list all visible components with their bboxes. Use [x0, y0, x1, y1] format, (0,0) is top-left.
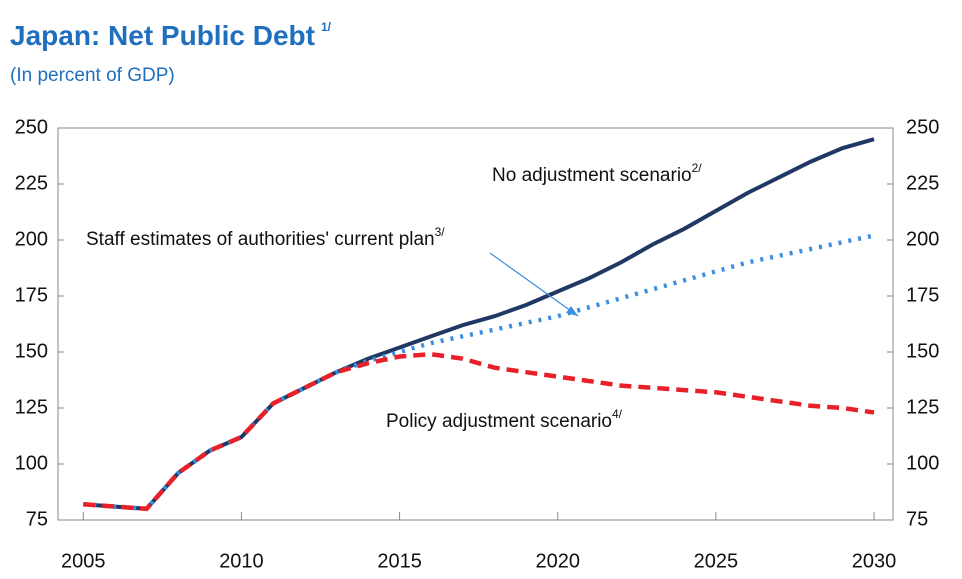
y-tick-label: 175 — [15, 284, 48, 306]
series-line — [83, 233, 875, 512]
annotation-text: No adjustment scenario — [492, 165, 692, 186]
annotation: Policy adjustment scenario4/ — [386, 407, 623, 432]
plot-frame — [57, 127, 894, 521]
title-sup: 1/ — [321, 20, 332, 34]
x-tick-label: 2020 — [535, 550, 580, 572]
series-line — [83, 351, 875, 512]
y-tick-label: 225 — [15, 172, 48, 194]
annotation: No adjustment scenario2/ — [492, 161, 702, 186]
y2-tick-label: 150 — [906, 340, 939, 362]
y-tick-label: 150 — [15, 340, 48, 362]
annotation-sup: 4/ — [612, 407, 623, 421]
annotation: Staff estimates of authorities' current … — [86, 225, 445, 250]
annotation-text: Staff estimates of authorities' current … — [86, 229, 435, 250]
annotation-arrow — [489, 252, 579, 317]
y-tick-label: 200 — [15, 228, 48, 250]
y2-tick-label: 225 — [906, 172, 939, 194]
y2-tick-label: 200 — [906, 228, 939, 250]
annotation-sup: 2/ — [692, 161, 703, 175]
y2-tick-label: 100 — [906, 452, 939, 474]
title-text: Japan: Net Public Debt — [10, 20, 315, 51]
series-line — [83, 137, 875, 511]
y2-tick-label: 75 — [906, 508, 928, 530]
chart-title: Japan: Net Public Debt 1/ — [10, 20, 332, 51]
arrow-head — [566, 306, 578, 316]
y2-tick-label: 250 — [906, 116, 939, 138]
x-tick-label: 2030 — [852, 550, 897, 572]
y-tick-label: 100 — [15, 452, 48, 474]
x-tick-label: 2005 — [61, 550, 106, 572]
y2-tick-label: 175 — [906, 284, 939, 306]
y-tick-label: 75 — [26, 508, 48, 530]
annotation-sup: 3/ — [435, 225, 446, 239]
y-tick-label: 250 — [15, 116, 48, 138]
x-tick-label: 2015 — [377, 550, 422, 572]
plot — [83, 137, 875, 512]
x-tick-label: 2010 — [219, 550, 264, 572]
x-tick-label: 2025 — [694, 550, 739, 572]
annotation-text: Policy adjustment scenario — [386, 411, 612, 432]
y-tick-label: 125 — [15, 396, 48, 418]
chart-subtitle: (In percent of GDP) — [10, 65, 175, 86]
y2-tick-label: 125 — [906, 396, 939, 418]
